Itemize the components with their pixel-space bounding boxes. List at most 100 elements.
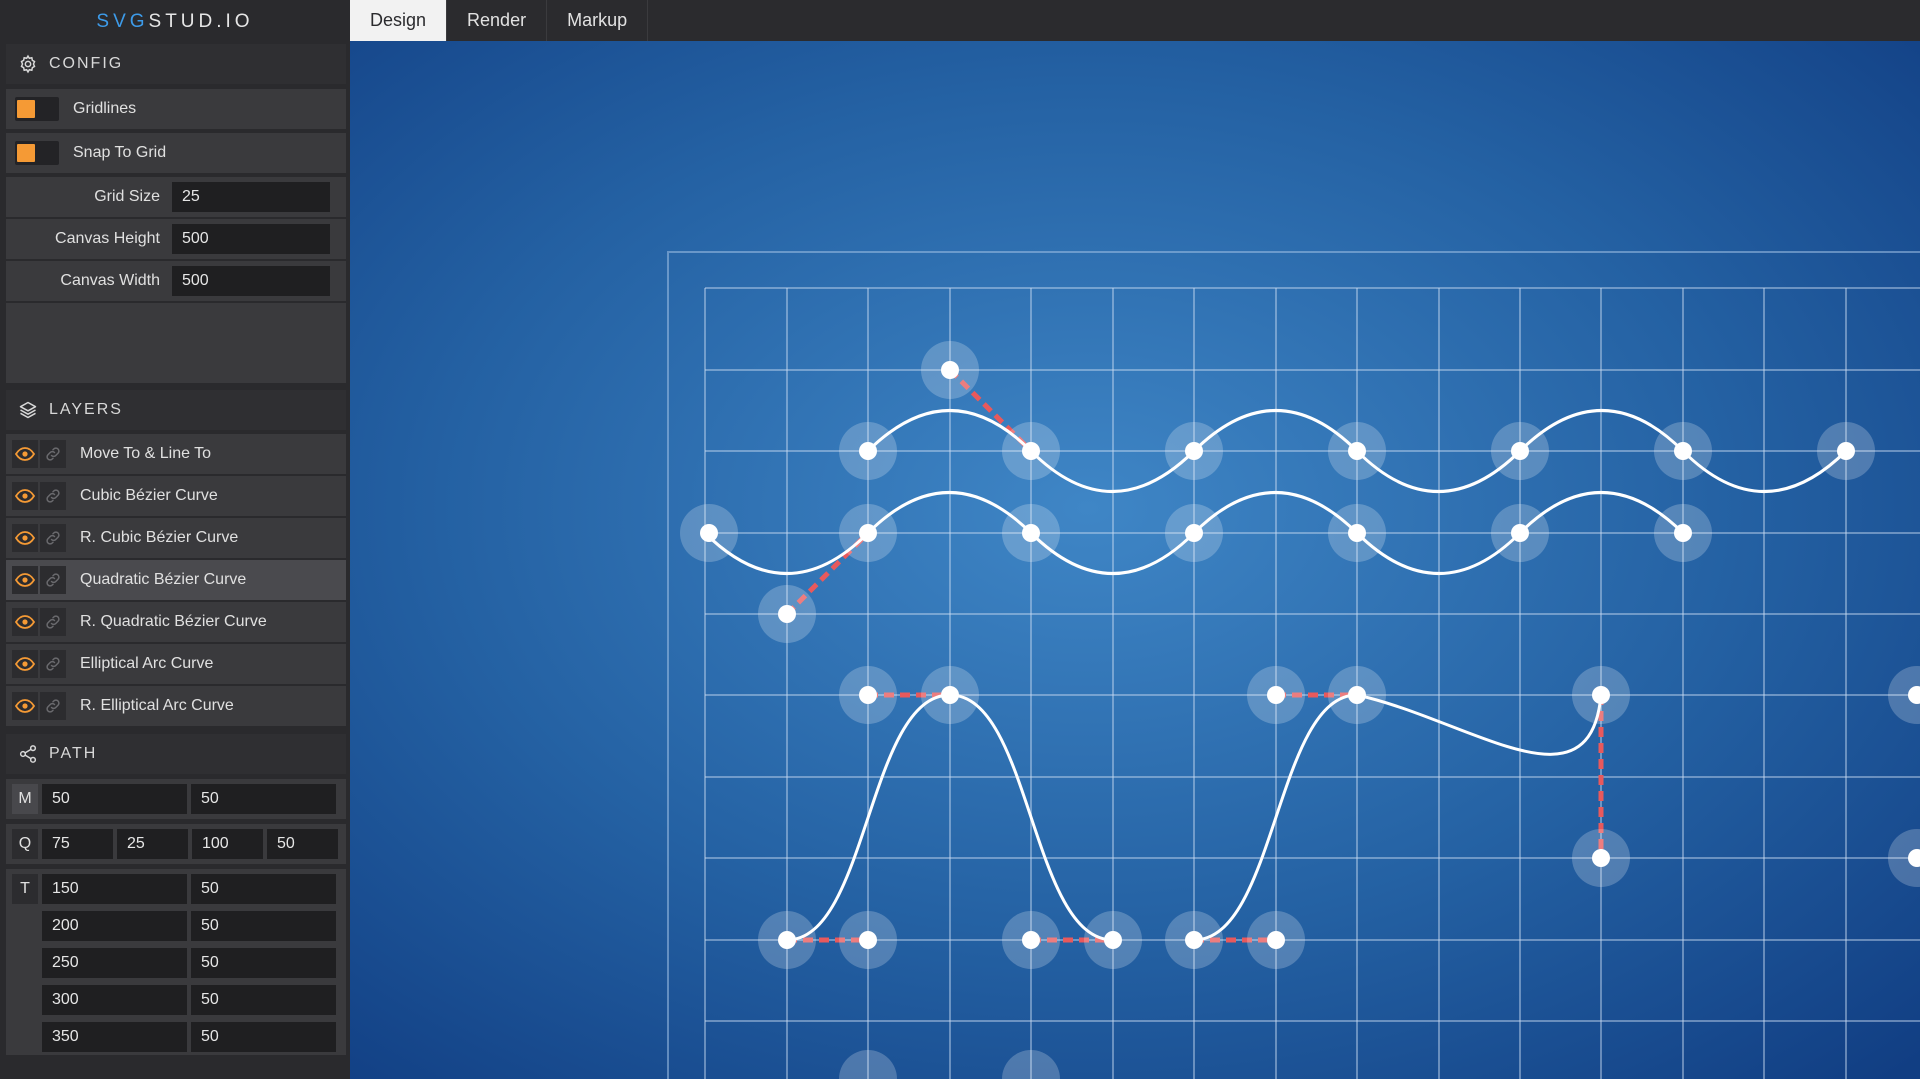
- q-y-input[interactable]: [267, 829, 338, 859]
- path-command-t-row: [6, 943, 346, 983]
- t-x-input[interactable]: [42, 911, 187, 941]
- t-y-input[interactable]: [191, 1022, 336, 1052]
- snap-row: Snap To Grid: [6, 133, 346, 173]
- path-command-m: M: [6, 779, 346, 819]
- command-letter[interactable]: T: [12, 874, 38, 904]
- path-command-t-row: [6, 1017, 346, 1057]
- path-command-q: Q: [6, 824, 346, 864]
- t-y-input[interactable]: [191, 985, 336, 1015]
- eye-icon[interactable]: [12, 692, 38, 720]
- t-y-input[interactable]: [191, 948, 336, 978]
- grid-size-label: Grid Size: [94, 188, 160, 205]
- t-x-input[interactable]: [42, 874, 187, 904]
- tab-design[interactable]: Design: [350, 0, 448, 41]
- control-lines: [785, 368, 1604, 943]
- config-spacer: [6, 303, 346, 383]
- canvas-svg[interactable]: [350, 41, 1920, 1079]
- t-y-input[interactable]: [191, 911, 336, 941]
- path-command-t: T: [6, 869, 346, 909]
- layer-item[interactable]: Move To & Line To: [6, 434, 346, 474]
- share-icon: [19, 745, 37, 763]
- snap-label: Snap To Grid: [73, 144, 167, 161]
- link-icon[interactable]: [40, 650, 66, 678]
- path-command-t-row: [6, 906, 346, 946]
- layer-name: Move To & Line To: [80, 445, 212, 462]
- eye-icon[interactable]: [12, 524, 38, 552]
- link-icon[interactable]: [40, 482, 66, 510]
- layer-item-selected[interactable]: Quadratic Bézier Curve: [6, 560, 346, 600]
- t-y-input[interactable]: [191, 874, 336, 904]
- logo-end: IO: [225, 11, 254, 32]
- app-logo: SVG STUD. IO: [0, 0, 350, 44]
- m-x-input[interactable]: [42, 784, 187, 814]
- canvas-width-input[interactable]: [172, 266, 330, 296]
- command-spacer: [12, 911, 38, 941]
- config-header[interactable]: CONFIG: [6, 44, 346, 84]
- path-header[interactable]: PATH: [6, 734, 346, 774]
- layer-item[interactable]: R. Elliptical Arc Curve: [6, 686, 346, 726]
- logo-dot: .: [216, 11, 226, 32]
- layer-item[interactable]: Elliptical Arc Curve: [6, 644, 346, 684]
- logo-main: STUD: [148, 11, 217, 32]
- link-icon[interactable]: [40, 440, 66, 468]
- gridlines-row: Gridlines: [6, 89, 346, 129]
- gridlines-label: Gridlines: [73, 100, 137, 117]
- layer-name: Quadratic Bézier Curve: [80, 571, 247, 588]
- q-x-input[interactable]: [192, 829, 263, 859]
- command-spacer: [12, 948, 38, 978]
- layer-item[interactable]: Cubic Bézier Curve: [6, 476, 346, 516]
- design-canvas[interactable]: [350, 41, 1920, 1079]
- link-icon[interactable]: [40, 692, 66, 720]
- m-y-input[interactable]: [191, 784, 336, 814]
- command-spacer: [12, 1022, 38, 1052]
- layers-title: LAYERS: [49, 401, 123, 418]
- t-x-input[interactable]: [42, 948, 187, 978]
- eye-icon[interactable]: [12, 566, 38, 594]
- sidebar: SVG STUD. IO CONFIG Gridlines Snap To Grid…: [0, 0, 350, 1079]
- tab-bar: Design Render Markup: [350, 0, 1920, 41]
- tab-render[interactable]: Render: [447, 0, 548, 41]
- layer-name: Cubic Bézier Curve: [80, 487, 218, 504]
- tab-markup[interactable]: Markup: [547, 0, 649, 41]
- anchor-points[interactable]: [680, 341, 1920, 1079]
- eye-icon[interactable]: [12, 650, 38, 678]
- path-title: PATH: [49, 745, 98, 762]
- link-icon[interactable]: [40, 566, 66, 594]
- config-title: CONFIG: [49, 55, 124, 72]
- canvas-frame: [667, 251, 1920, 1079]
- snap-to-grid-toggle[interactable]: [15, 141, 59, 165]
- gridlines-toggle[interactable]: [15, 97, 59, 121]
- layer-name: Elliptical Arc Curve: [80, 655, 214, 672]
- layer-item[interactable]: R. Quadratic Bézier Curve: [6, 602, 346, 642]
- eye-icon[interactable]: [12, 608, 38, 636]
- layer-name: R. Elliptical Arc Curve: [80, 697, 234, 714]
- link-icon[interactable]: [40, 524, 66, 552]
- grid-size-input[interactable]: [172, 182, 330, 212]
- layer-name: R. Cubic Bézier Curve: [80, 529, 239, 546]
- layers-header[interactable]: LAYERS: [6, 390, 346, 430]
- layers-icon: [19, 401, 37, 419]
- grid-size-row: Grid Size: [6, 177, 346, 217]
- t-x-input[interactable]: [42, 985, 187, 1015]
- t-x-input[interactable]: [42, 1022, 187, 1052]
- layer-item[interactable]: R. Cubic Bézier Curve: [6, 518, 346, 558]
- canvas-width-row: Canvas Width: [6, 261, 346, 301]
- canvas-height-row: Canvas Height: [6, 219, 346, 259]
- toggle-knob: [17, 144, 35, 162]
- q-y1-input[interactable]: [117, 829, 188, 859]
- link-icon[interactable]: [40, 608, 66, 636]
- path-command-t-row: [6, 980, 346, 1020]
- canvas-width-label: Canvas Width: [60, 272, 160, 289]
- command-letter[interactable]: M: [12, 784, 38, 814]
- toggle-knob: [17, 100, 35, 118]
- command-letter[interactable]: Q: [12, 829, 38, 859]
- canvas-background: [350, 41, 1920, 1079]
- canvas-height-input[interactable]: [172, 224, 330, 254]
- q-x1-input[interactable]: [42, 829, 113, 859]
- logo-accent: SVG: [96, 11, 149, 32]
- command-spacer: [12, 985, 38, 1015]
- eye-icon[interactable]: [12, 440, 38, 468]
- eye-icon[interactable]: [12, 482, 38, 510]
- canvas-height-label: Canvas Height: [55, 230, 160, 247]
